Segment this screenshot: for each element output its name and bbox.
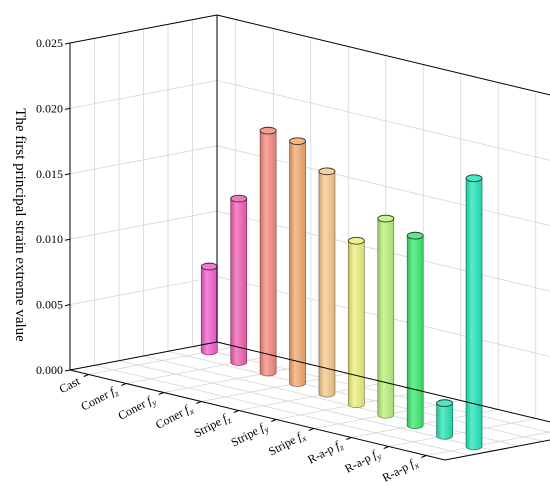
- back-wall-gridline: [216, 276, 550, 357]
- x-tick-mark: [121, 383, 127, 386]
- x-tick-mark: [271, 419, 277, 422]
- bar: [347, 236, 365, 408]
- bar-top-cap: [200, 262, 218, 271]
- y-tick-label: 0.005: [36, 298, 63, 312]
- bars-layer: [200, 126, 483, 451]
- x-tick-mark: [308, 428, 314, 431]
- y-tick-label: 0.010: [36, 232, 63, 246]
- bar-top-cap: [465, 174, 483, 183]
- axis-frame-edge: [444, 439, 550, 461]
- category-label: Stripe fy: [229, 419, 271, 451]
- floor-gridline: [163, 364, 311, 393]
- x-tick-mark: [83, 374, 89, 377]
- bar-body: [200, 262, 218, 356]
- category-label-subscript: y: [261, 424, 270, 435]
- floor-gridline: [118, 360, 495, 452]
- category-label-f: f: [407, 456, 418, 471]
- bar-top-cap: [230, 194, 248, 203]
- bar-body: [230, 194, 248, 366]
- category-label: Stripe fx: [266, 428, 308, 460]
- category-label-f: f: [332, 438, 343, 453]
- bar-top-cap: [289, 137, 306, 146]
- category-label: R-a-p fz: [305, 437, 346, 469]
- bar: [200, 262, 218, 356]
- category-label-f: f: [369, 447, 380, 462]
- y-tick-label: 0.015: [36, 167, 63, 181]
- category-label: R-a-p fx: [380, 455, 421, 485]
- y-tick-mark: [64, 42, 71, 45]
- floor-gridline: [426, 431, 550, 456]
- bar-body: [377, 214, 395, 419]
- bar-body: [318, 167, 336, 398]
- back-wall-gridline: [216, 80, 550, 161]
- x-tick-mark: [233, 410, 239, 413]
- bar: [230, 194, 248, 366]
- category-label-subscript: x: [411, 460, 420, 471]
- bar: [436, 399, 454, 440]
- bar-body: [259, 126, 277, 377]
- y-tick-mark: [64, 369, 71, 372]
- x-tick-mark: [158, 392, 164, 395]
- bar: [377, 214, 395, 419]
- category-label-subscript: y: [374, 451, 383, 462]
- floor-gridline: [94, 364, 470, 456]
- category-label: R-a-p fy: [342, 446, 383, 478]
- category-label-f: f: [182, 402, 193, 417]
- axis-frame-edge: [69, 341, 218, 371]
- y-tick-label: 0.020: [36, 101, 63, 115]
- y-tick-mark: [64, 238, 71, 241]
- category-label-f: f: [294, 429, 305, 444]
- bar-top-cap: [259, 126, 277, 135]
- bar-top-cap: [347, 236, 365, 245]
- category-label-f: f: [144, 393, 155, 408]
- y-tick-mark: [64, 304, 71, 307]
- bar: [406, 231, 424, 430]
- category-label-subscript: z: [112, 388, 121, 399]
- category-label-f: f: [220, 411, 231, 426]
- floor-gridline: [143, 355, 519, 447]
- bar-top-cap: [406, 231, 424, 240]
- category-label-subscript: x: [299, 433, 308, 444]
- axis-frame-edge: [69, 369, 446, 461]
- floor-gridline: [388, 418, 536, 447]
- bar-body: [348, 237, 365, 408]
- back-wall-gridline: [216, 210, 550, 292]
- category-label-subscript: z: [224, 415, 233, 426]
- category-label: Coner fx: [153, 401, 196, 434]
- y-tick-label: 0.000: [36, 363, 63, 377]
- axis-frame-edge: [216, 341, 550, 423]
- axis-frame-edge: [69, 14, 218, 44]
- category-label-subscript: z: [337, 442, 346, 453]
- x-tick-mark: [346, 437, 352, 440]
- bar: [318, 167, 336, 398]
- back-wall-gridline: [216, 14, 550, 96]
- category-label-subscript: x: [186, 406, 195, 417]
- y-tick-label: 0.025: [36, 36, 63, 50]
- bar: [465, 174, 483, 451]
- bar-top-cap: [318, 167, 336, 176]
- bar-body: [289, 137, 306, 387]
- x-tick-mark: [421, 455, 427, 458]
- x-tick-mark: [196, 401, 202, 404]
- category-label: Coner fy: [116, 392, 159, 425]
- y-axis-label: The first principal strain extreme value: [12, 108, 28, 342]
- category-label-f: f: [257, 420, 268, 435]
- y-tick-mark: [64, 107, 71, 110]
- floor-gridline: [126, 355, 274, 384]
- bar: [259, 126, 277, 377]
- axis-frame-edge: [216, 14, 550, 96]
- bar: [289, 137, 306, 387]
- category-label: Stripe fz: [192, 410, 234, 442]
- bar-top-cap: [377, 214, 395, 223]
- bar-body: [465, 174, 483, 451]
- x-tick-mark: [383, 446, 389, 449]
- y-tick-mark: [64, 173, 71, 176]
- category-label-subscript: y: [149, 397, 158, 408]
- bar-body: [406, 231, 424, 430]
- back-wall-gridline: [216, 145, 550, 227]
- category-label-f: f: [107, 384, 118, 399]
- bar-top-cap: [436, 399, 454, 408]
